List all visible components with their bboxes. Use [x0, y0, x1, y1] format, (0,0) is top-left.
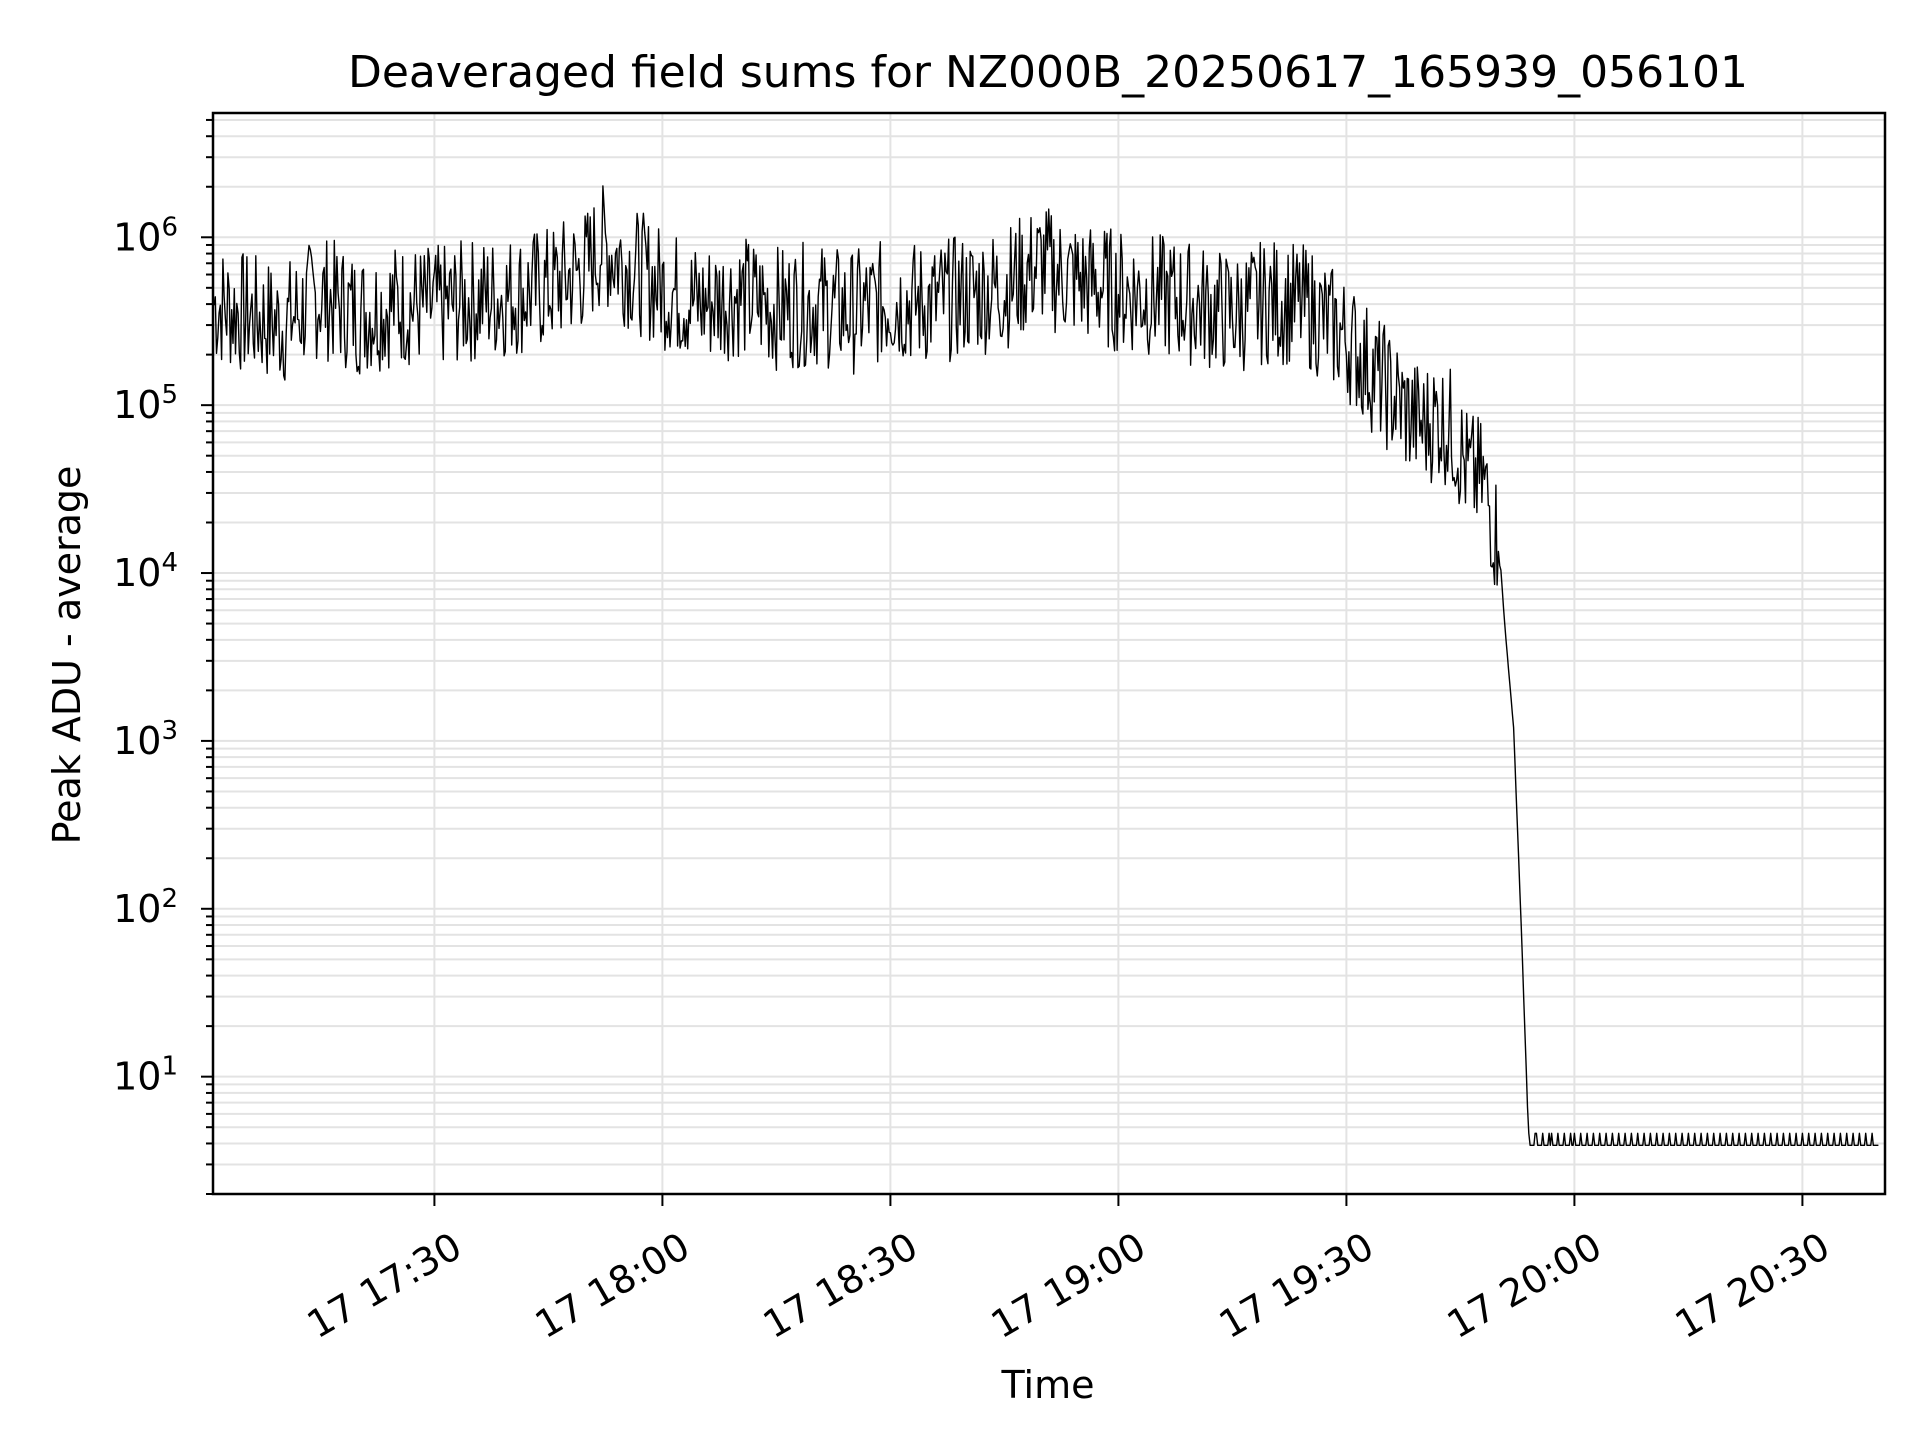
chart-title: Deaveraged field sums for NZ000B_2025061…	[348, 47, 1748, 98]
x-tick-label: 17 20:00	[1440, 1224, 1609, 1347]
data-series	[213, 185, 1879, 1146]
x-axis: 17 17:30 17 18:00 17 18:30 17 19:00 17 19:30…	[300, 1194, 1837, 1347]
plot-frame	[211, 111, 1887, 1196]
y-tick-label: 104	[113, 548, 178, 595]
x-axis-label: Time	[1001, 1363, 1095, 1407]
y-tick-label: 101	[113, 1052, 178, 1099]
x-tick-label: 17 18:30	[756, 1224, 925, 1347]
x-tick-label: 17 18:00	[528, 1224, 697, 1347]
y-axis-label: Peak ADU - average	[45, 466, 89, 845]
x-tick-label: 17 19:30	[1212, 1224, 1381, 1347]
y-axis: 101 102 103 104 105 106	[113, 118, 213, 1195]
x-tick-label: 17 19:00	[984, 1224, 1153, 1347]
x-tick-label: 17 17:30	[300, 1224, 469, 1347]
y-tick-label: 105	[113, 380, 178, 427]
grid-lines	[213, 113, 1885, 1195]
x-tick-label: 17 20:30	[1668, 1224, 1837, 1347]
y-tick-label: 102	[113, 884, 178, 931]
y-tick-label: 106	[113, 212, 178, 259]
series-line	[213, 185, 1879, 1146]
y-tick-label: 103	[113, 716, 178, 763]
